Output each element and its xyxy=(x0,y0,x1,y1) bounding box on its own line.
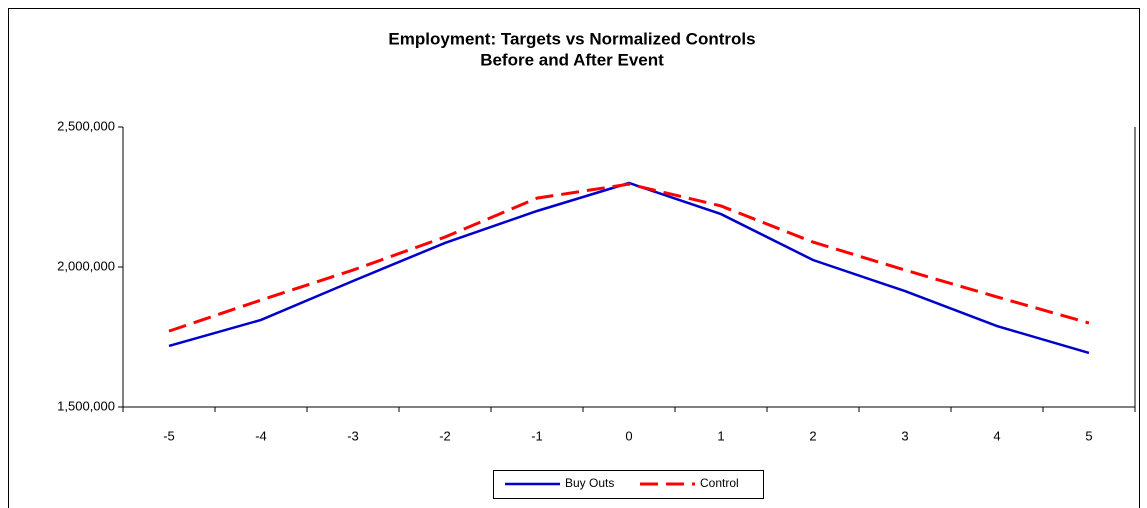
x-tick-label: -4 xyxy=(255,428,267,443)
chart-subtitle: Before and After Event xyxy=(480,50,664,69)
x-tick-label: -1 xyxy=(531,428,543,443)
x-tick-label: 1 xyxy=(717,428,724,443)
x-tick-label: -3 xyxy=(347,428,359,443)
x-tick-label: 3 xyxy=(901,428,908,443)
legend-label: Control xyxy=(700,476,739,490)
chart-frame xyxy=(8,8,1140,508)
x-tick-label: 2 xyxy=(809,428,816,443)
series-line xyxy=(168,182,1090,333)
chart-title: Employment: Targets vs Normalized Contro… xyxy=(388,29,755,48)
y-tick-label: 2,500,000 xyxy=(57,118,115,133)
y-tick-label: 1,500,000 xyxy=(57,398,115,413)
x-tick-label: 4 xyxy=(993,428,1000,443)
x-tick-label: 5 xyxy=(1085,428,1092,443)
y-tick-label: 2,000,000 xyxy=(57,258,115,273)
legend-label: Buy Outs xyxy=(565,476,614,490)
x-tick-label: -2 xyxy=(439,428,451,443)
x-tick-label: 0 xyxy=(625,428,632,443)
x-tick-label: -5 xyxy=(163,428,175,443)
